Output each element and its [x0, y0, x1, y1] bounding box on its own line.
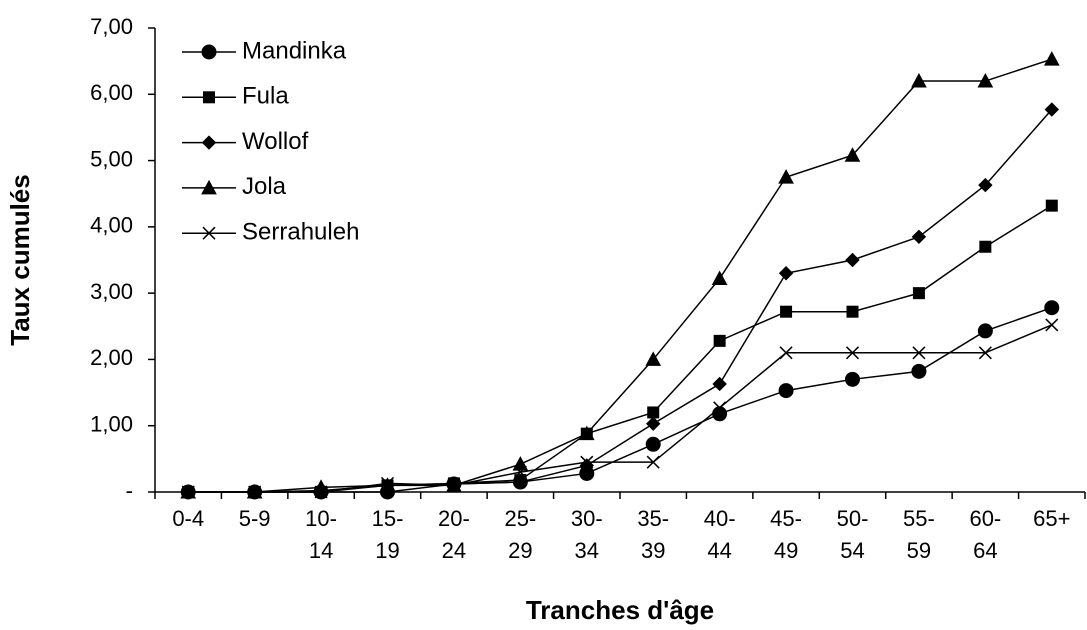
x-tick-label: 25-29 — [504, 506, 536, 563]
x-axis-title: Tranches d'âge — [526, 595, 714, 625]
data-point — [978, 346, 992, 360]
x-tick-label: 0-4 — [172, 506, 204, 531]
legend-marker — [202, 226, 216, 240]
data-point — [844, 147, 861, 162]
data-point — [977, 323, 993, 339]
data-point — [513, 474, 528, 490]
data-point — [979, 240, 992, 253]
data-point — [181, 485, 195, 499]
data-point — [778, 383, 794, 399]
data-point — [778, 169, 794, 184]
x-tick-label: 15-19 — [372, 506, 404, 563]
data-point — [578, 425, 595, 441]
y-tick-label: 6,00 — [90, 80, 133, 105]
x-tick-label: 55-59 — [903, 506, 935, 563]
x-tick-label: 45-49 — [770, 506, 802, 563]
data-point — [978, 177, 993, 193]
data-point — [646, 416, 661, 431]
data-point — [1045, 318, 1059, 332]
data-point — [712, 376, 727, 392]
y-tick-label: 1,00 — [90, 412, 133, 437]
data-point — [314, 485, 328, 499]
y-tick-label: - — [126, 478, 133, 503]
legend-label: Jola — [242, 173, 287, 200]
y-tick-label: 4,00 — [90, 213, 133, 238]
series-line — [188, 324, 1053, 493]
series-line — [188, 109, 1053, 493]
x-tick-label: 10-14 — [305, 506, 337, 563]
legend-label: Wollof — [242, 128, 309, 155]
legend-marker — [201, 44, 217, 60]
x-tick-label: 30-34 — [571, 506, 603, 563]
data-point — [313, 479, 329, 494]
data-point — [779, 346, 793, 360]
data-point — [780, 305, 793, 318]
data-point — [977, 72, 994, 88]
data-point — [512, 456, 529, 471]
x-tick-label: 50-54 — [837, 506, 869, 563]
data-point — [248, 485, 262, 499]
data-point — [713, 401, 727, 415]
data-point — [711, 270, 728, 286]
data-point — [379, 477, 396, 492]
legend-marker — [201, 179, 217, 195]
x-tick-label: 35-39 — [637, 506, 669, 563]
x-tick-label: 60-64 — [969, 506, 1001, 563]
x-tick-label: 40-44 — [704, 506, 736, 563]
data-point — [1043, 51, 1060, 66]
data-point — [647, 406, 660, 419]
data-point — [447, 478, 461, 492]
series-line — [188, 58, 1053, 493]
y-tick-label: 7,00 — [90, 14, 133, 39]
data-point — [646, 455, 660, 469]
data-point — [778, 266, 794, 281]
data-point — [911, 363, 927, 379]
series-line — [188, 307, 1053, 493]
legend-label: Mandinka — [242, 37, 347, 64]
x-tick-label: 20-24 — [438, 506, 470, 563]
y-tick-label: 5,00 — [90, 146, 133, 171]
data-point — [712, 406, 728, 422]
data-point — [845, 371, 860, 387]
data-point — [713, 334, 726, 347]
data-point — [580, 455, 594, 469]
data-point — [912, 287, 925, 300]
data-point — [645, 436, 661, 452]
data-point — [380, 476, 395, 490]
data-point — [911, 229, 927, 245]
data-point — [1044, 300, 1060, 316]
data-point — [845, 252, 860, 268]
data-point — [912, 346, 926, 360]
legend-label: Fula — [242, 83, 289, 110]
legend-label: Serrahuleh — [242, 219, 359, 246]
data-point — [1044, 102, 1059, 117]
data-point — [846, 305, 859, 318]
y-tick-label: 2,00 — [90, 345, 133, 370]
data-point — [1045, 199, 1058, 212]
x-tick-label: 65+ — [1033, 506, 1070, 531]
data-point — [645, 351, 662, 366]
y-axis-title: Taux cumulés — [5, 174, 35, 345]
y-tick-label: 3,00 — [90, 279, 133, 304]
data-point — [845, 346, 860, 360]
data-point — [911, 72, 927, 88]
x-tick-label: 5-9 — [239, 506, 271, 531]
legend-marker — [203, 91, 215, 104]
data-point — [513, 465, 527, 479]
legend-marker — [201, 135, 217, 150]
